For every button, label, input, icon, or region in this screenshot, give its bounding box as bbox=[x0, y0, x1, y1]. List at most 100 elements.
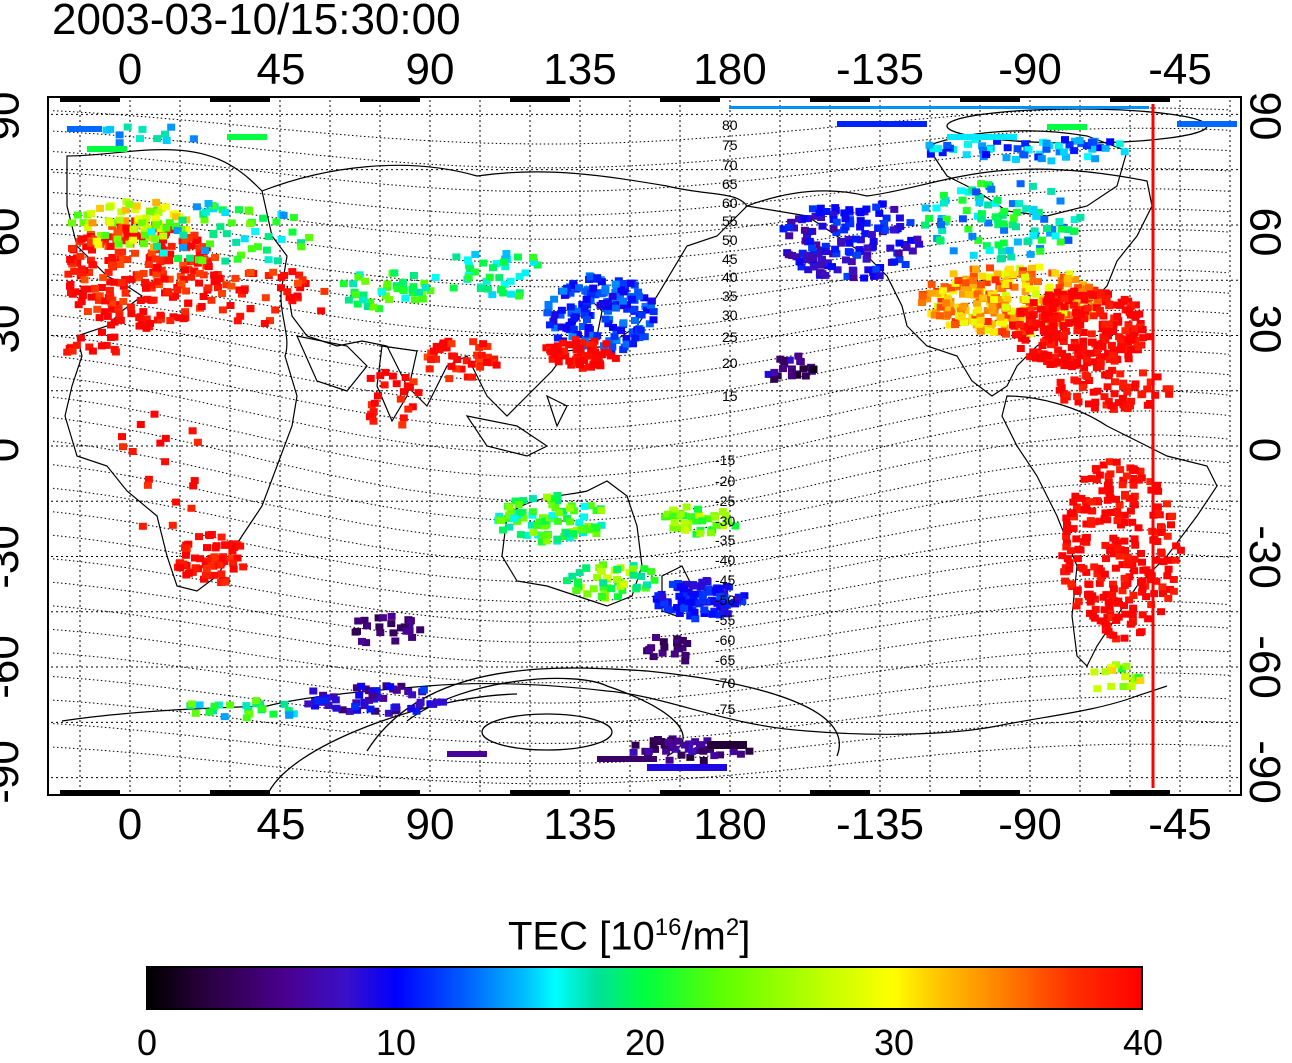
tec-cell bbox=[1124, 336, 1133, 344]
tec-cell bbox=[841, 223, 850, 231]
tec-cell bbox=[1041, 305, 1050, 313]
tec-cell bbox=[1070, 147, 1079, 155]
tec-cell bbox=[706, 745, 715, 753]
tec-cell bbox=[652, 634, 660, 641]
tec-cell bbox=[797, 263, 806, 271]
tec-cell bbox=[578, 301, 587, 309]
tec-cell bbox=[637, 311, 646, 319]
tec-cell bbox=[514, 501, 523, 508]
tec-cell bbox=[116, 261, 125, 268]
tec-cell bbox=[165, 275, 174, 283]
tec-cell bbox=[118, 433, 126, 441]
tec-cell bbox=[1087, 520, 1096, 528]
tec-cell bbox=[1152, 528, 1161, 536]
tec-cell bbox=[184, 299, 193, 307]
tec-cell bbox=[200, 575, 208, 583]
tec-cell bbox=[1051, 353, 1060, 361]
tec-cell bbox=[374, 614, 383, 622]
tec-cell bbox=[204, 200, 213, 207]
tec-cell bbox=[1046, 361, 1055, 368]
tec-cell bbox=[686, 612, 695, 620]
tec-cell bbox=[269, 268, 278, 276]
tec-cell bbox=[546, 321, 554, 329]
tec-cell bbox=[537, 538, 546, 546]
tec-cell bbox=[708, 610, 717, 618]
tec-cell bbox=[108, 299, 116, 307]
tec-cell bbox=[731, 600, 739, 608]
tec-cell bbox=[832, 218, 841, 226]
tec-cell bbox=[144, 475, 153, 483]
tec-cell bbox=[168, 521, 177, 529]
tec-cell bbox=[895, 214, 904, 222]
tec-cell bbox=[80, 285, 89, 293]
tec-cell bbox=[1109, 321, 1118, 329]
tec-cell bbox=[973, 290, 982, 298]
tec-cell bbox=[1021, 296, 1030, 303]
tec-cell bbox=[190, 477, 199, 485]
tec-cell bbox=[1107, 509, 1116, 516]
tec-cell bbox=[84, 224, 93, 231]
tec-cell bbox=[233, 255, 242, 263]
tec-cell bbox=[553, 535, 562, 543]
tec-cell bbox=[393, 285, 402, 293]
tec-cell bbox=[1074, 597, 1083, 605]
tec-cell bbox=[112, 301, 121, 309]
tec-cell bbox=[149, 296, 158, 304]
tec-cell bbox=[92, 292, 101, 300]
tec-cell bbox=[462, 357, 471, 365]
tec-cell bbox=[1109, 631, 1118, 639]
tec-cell bbox=[1028, 182, 1037, 190]
tec-cell bbox=[447, 340, 456, 348]
tec-cell bbox=[983, 318, 992, 325]
tec-cell bbox=[665, 756, 674, 764]
tec-cell bbox=[1060, 396, 1069, 404]
tec-cell bbox=[1116, 370, 1125, 378]
tec-cell bbox=[1037, 236, 1046, 244]
tec-cell bbox=[1049, 323, 1058, 330]
tec-cell bbox=[160, 275, 169, 283]
tec-cell bbox=[856, 217, 865, 225]
y-tick: -60 bbox=[0, 635, 28, 699]
tec-cell bbox=[569, 325, 577, 333]
tec-cell bbox=[497, 517, 506, 525]
tec-cell bbox=[993, 196, 1002, 204]
tec-cell bbox=[1120, 574, 1129, 582]
tec-cell bbox=[221, 257, 230, 265]
tec-cell bbox=[1103, 496, 1112, 504]
tec-cell bbox=[1062, 153, 1070, 161]
tec-cell bbox=[125, 240, 134, 248]
tec-cell bbox=[658, 593, 667, 601]
tec-cell bbox=[616, 302, 625, 310]
tec-cell bbox=[867, 231, 876, 238]
tec-cell bbox=[1077, 494, 1086, 502]
tec-cell bbox=[1095, 564, 1103, 572]
tec-cell bbox=[1095, 144, 1104, 152]
tec-cell bbox=[151, 214, 160, 222]
tec-cell bbox=[242, 702, 251, 710]
tec-cell bbox=[64, 270, 73, 278]
tec-cell bbox=[143, 295, 152, 303]
tec-cell bbox=[801, 372, 810, 380]
tec-strip bbox=[707, 741, 747, 749]
tec-cell bbox=[1123, 553, 1132, 561]
tec-cell bbox=[548, 512, 557, 520]
tec-cell bbox=[201, 561, 210, 569]
tec-cell bbox=[643, 581, 651, 589]
tec-cell bbox=[1106, 610, 1115, 618]
tec-cell bbox=[1104, 349, 1113, 357]
tec-cell bbox=[1071, 492, 1080, 500]
tec-cell bbox=[1117, 343, 1126, 351]
tec-cell bbox=[668, 744, 677, 751]
tec-cell bbox=[1026, 250, 1035, 258]
tec-cell bbox=[1010, 315, 1019, 322]
tec-cell bbox=[309, 687, 318, 695]
tec-cell bbox=[1128, 611, 1137, 619]
tec-cell bbox=[964, 291, 973, 299]
tec-cell bbox=[673, 639, 681, 647]
tec-cell bbox=[1109, 534, 1118, 542]
tec-cell bbox=[576, 348, 585, 356]
tec-cell bbox=[816, 204, 825, 212]
tec-cell bbox=[1042, 139, 1051, 147]
tec-cell bbox=[370, 399, 379, 407]
tec-cell bbox=[821, 242, 830, 250]
